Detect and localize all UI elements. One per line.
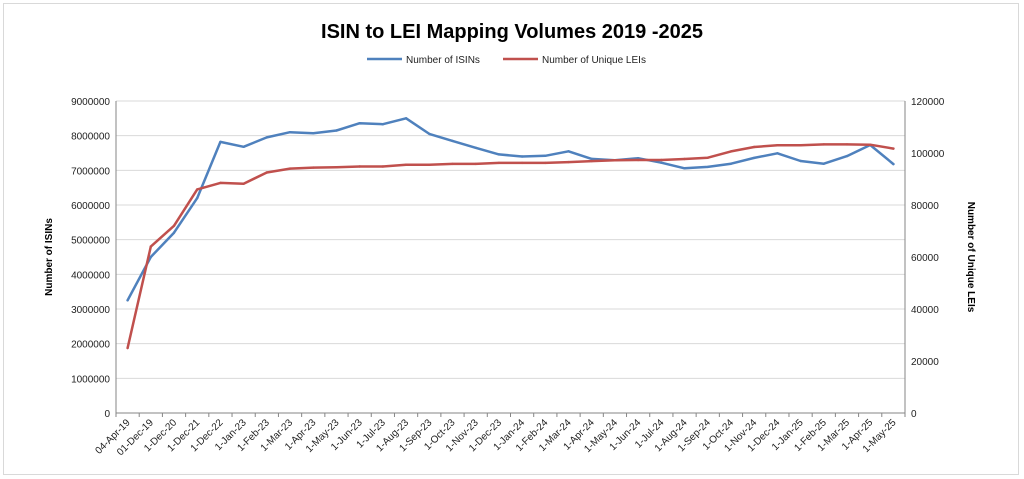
data-point bbox=[729, 162, 733, 165]
data-point bbox=[265, 136, 268, 139]
data-point bbox=[544, 161, 547, 165]
data-point bbox=[404, 163, 408, 166]
series-line-isins bbox=[126, 117, 895, 302]
data-point bbox=[683, 157, 686, 161]
data-point bbox=[288, 131, 292, 134]
data-point bbox=[497, 153, 501, 156]
data-point bbox=[892, 162, 895, 166]
chart-title: ISIN to LEI Mapping Volumes 2019 -2025 bbox=[321, 21, 703, 43]
y2-tick-label: 40000 bbox=[911, 305, 939, 316]
data-point bbox=[753, 145, 756, 149]
y2-tick-label: 120000 bbox=[911, 97, 945, 108]
data-point bbox=[776, 144, 779, 147]
data-point bbox=[358, 165, 361, 168]
legend-label-isins: Number of ISINs bbox=[406, 55, 480, 66]
y2-tick-label: 60000 bbox=[911, 253, 939, 264]
y2-tick-label: 80000 bbox=[911, 201, 939, 212]
axes: 0100000020000003000000400000050000006000… bbox=[71, 97, 945, 458]
data-point bbox=[660, 161, 663, 164]
data-point bbox=[288, 167, 292, 170]
chart-frame bbox=[3, 3, 1019, 475]
data-point bbox=[776, 152, 779, 155]
data-point bbox=[126, 299, 129, 302]
data-point bbox=[845, 143, 849, 146]
data-point bbox=[729, 150, 733, 153]
data-point bbox=[567, 160, 570, 164]
y-tick-label: 6000000 bbox=[71, 201, 110, 212]
data-point bbox=[242, 145, 245, 148]
data-point bbox=[474, 146, 477, 149]
data-point bbox=[381, 165, 385, 168]
data-point bbox=[706, 156, 709, 159]
data-point bbox=[404, 117, 408, 120]
data-point bbox=[520, 155, 524, 158]
data-point bbox=[149, 255, 152, 259]
y2-axis-title: Number of Unique LEIs bbox=[965, 202, 976, 313]
data-point bbox=[869, 143, 872, 146]
data-point bbox=[265, 171, 268, 174]
data-point bbox=[126, 346, 129, 350]
data-point bbox=[497, 161, 501, 165]
data-point bbox=[474, 162, 477, 166]
data-point bbox=[544, 154, 547, 157]
y-tick-label: 4000000 bbox=[71, 270, 110, 281]
data-point bbox=[892, 147, 895, 150]
data-point bbox=[312, 132, 315, 135]
data-point bbox=[799, 159, 802, 163]
data-point bbox=[219, 181, 222, 185]
y-tick-label: 0 bbox=[104, 409, 110, 420]
data-point bbox=[822, 162, 825, 165]
data-point bbox=[312, 166, 315, 169]
data-point bbox=[683, 167, 686, 170]
data-point bbox=[381, 123, 385, 126]
y-tick-label: 5000000 bbox=[71, 236, 110, 247]
data-point bbox=[706, 165, 709, 169]
series-layer bbox=[126, 117, 895, 350]
y-axis-title: Number of ISINs bbox=[44, 218, 55, 296]
data-point bbox=[358, 122, 361, 125]
data-point bbox=[822, 143, 825, 146]
data-point bbox=[428, 163, 431, 166]
data-point bbox=[799, 144, 802, 147]
legend: Number of ISINs Number of Unique LEIs bbox=[367, 55, 646, 66]
data-point bbox=[753, 156, 756, 160]
data-point bbox=[149, 245, 152, 248]
data-point bbox=[335, 166, 338, 169]
y2-tick-label: 0 bbox=[911, 409, 917, 420]
data-point bbox=[335, 129, 338, 132]
data-point bbox=[451, 139, 454, 143]
y-tick-label: 9000000 bbox=[71, 97, 110, 108]
y-tick-label: 1000000 bbox=[71, 374, 110, 385]
data-point bbox=[196, 196, 199, 200]
data-point bbox=[590, 159, 593, 163]
data-point bbox=[428, 132, 431, 136]
data-point bbox=[567, 150, 570, 153]
data-point bbox=[172, 224, 176, 227]
data-point bbox=[242, 182, 245, 185]
data-point bbox=[613, 159, 617, 162]
data-point bbox=[451, 162, 454, 166]
y2-tick-label: 20000 bbox=[911, 357, 939, 368]
data-point bbox=[636, 158, 640, 162]
data-point bbox=[219, 140, 222, 144]
y-tick-label: 7000000 bbox=[71, 166, 110, 177]
gridlines bbox=[116, 100, 905, 414]
data-point bbox=[660, 158, 663, 162]
data-point bbox=[172, 231, 176, 234]
data-point bbox=[845, 154, 849, 158]
data-point bbox=[196, 188, 199, 191]
series-line-unique-leis bbox=[126, 143, 895, 350]
data-point bbox=[520, 161, 524, 165]
y2-tick-label: 100000 bbox=[911, 149, 945, 160]
data-point bbox=[590, 157, 593, 161]
y-tick-label: 2000000 bbox=[71, 340, 110, 351]
y-tick-label: 8000000 bbox=[71, 132, 110, 143]
legend-label-leis: Number of Unique LEIs bbox=[542, 55, 646, 66]
y-tick-label: 3000000 bbox=[71, 305, 110, 316]
